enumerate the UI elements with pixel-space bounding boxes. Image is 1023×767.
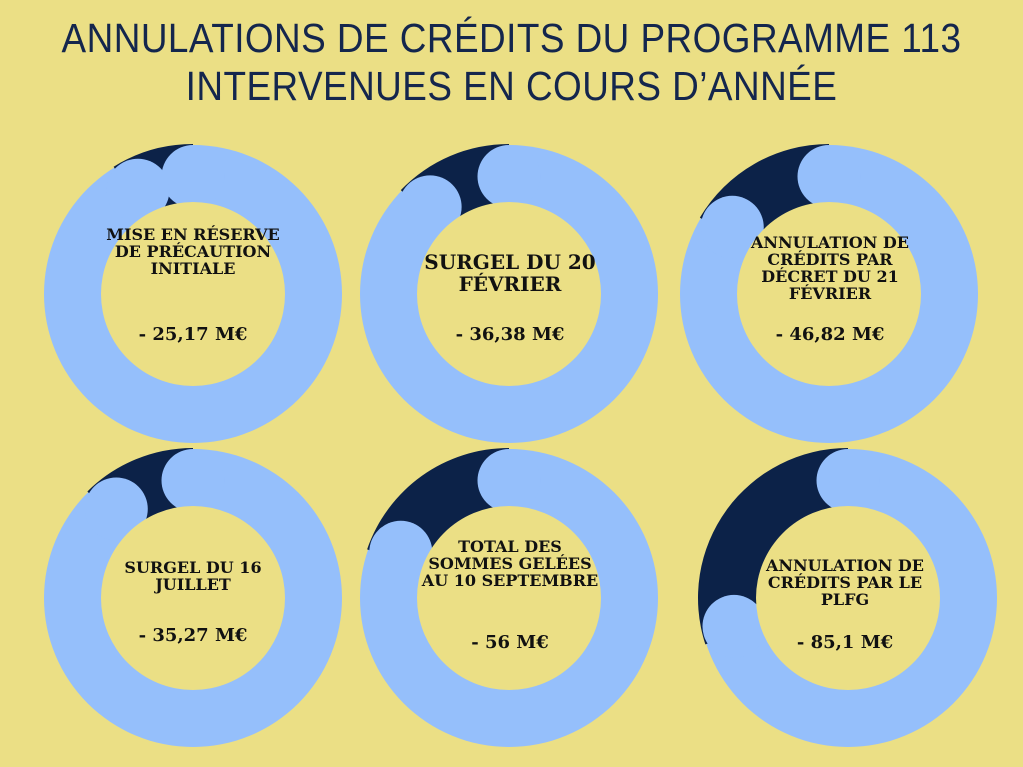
donut-ring-cap-start-1 [161,145,225,208]
donut-ring-cap-end-2 [398,175,462,239]
donut-center-6 [756,506,940,690]
donut-ring-cap-end-3 [700,195,764,259]
donut-ring-cap-end-5 [369,520,433,584]
donut-label-1: MISE EN RÉSERVE DE PRÉCAUTION INITIALE [106,225,280,278]
donut-value-1: - 25,17 M€ [138,324,248,345]
donut-value-4: - 35,27 M€ [138,625,248,646]
donut-ring-cap-end-6 [702,594,766,658]
donut-3 [680,144,978,443]
donut-label-4: SURGEL DU 16 JUILLET [124,558,262,594]
donut-center-1 [101,202,285,386]
donut-label-6: ANNULATION DE CRÉDITS PAR LE PLFG [766,556,924,609]
donut-label-3: ANNULATION DE CRÉDITS PAR DÉCRET DU 21 F… [751,233,909,303]
donut-center-2 [417,202,601,386]
donut-1 [44,144,342,443]
donut-5 [360,448,658,747]
donut-center-4 [101,506,285,690]
donut-value-5: - 56 M€ [471,632,549,653]
donut-6 [698,448,997,747]
donut-ring-cap-start-6 [816,449,880,512]
donut-ring-cap-start-5 [477,449,541,512]
title-line-2: INTERVENUES EN COURS D’ANNÉE [185,63,838,109]
donut-label-2: SURGEL DU 20 FÉVRIER [424,250,596,296]
donut-center-3 [737,202,921,386]
donut-ring-cap-start-4 [161,449,225,512]
donut-value-2: - 36,38 M€ [455,324,565,345]
donut-ring-cap-start-2 [477,145,541,208]
donut-value-6: - 85,1 M€ [796,632,894,653]
title-line-1: ANNULATIONS DE CRÉDITS DU PROGRAMME 113 [61,15,962,61]
page-title: ANNULATIONS DE CRÉDITS DU PROGRAMME 113 … [51,14,972,110]
donut-4 [44,448,342,747]
donut-ring-cap-end-1 [106,158,170,222]
donut-ring-cap-end-4 [84,477,148,541]
donut-2 [360,144,658,443]
donut-center-5 [417,506,601,690]
donut-ring-cap-start-3 [797,145,861,208]
donut-value-3: - 46,82 M€ [775,324,885,345]
donut-label-5: TOTAL DES SOMMES GELÉES AU 10 SEPTEMBRE [421,537,599,590]
